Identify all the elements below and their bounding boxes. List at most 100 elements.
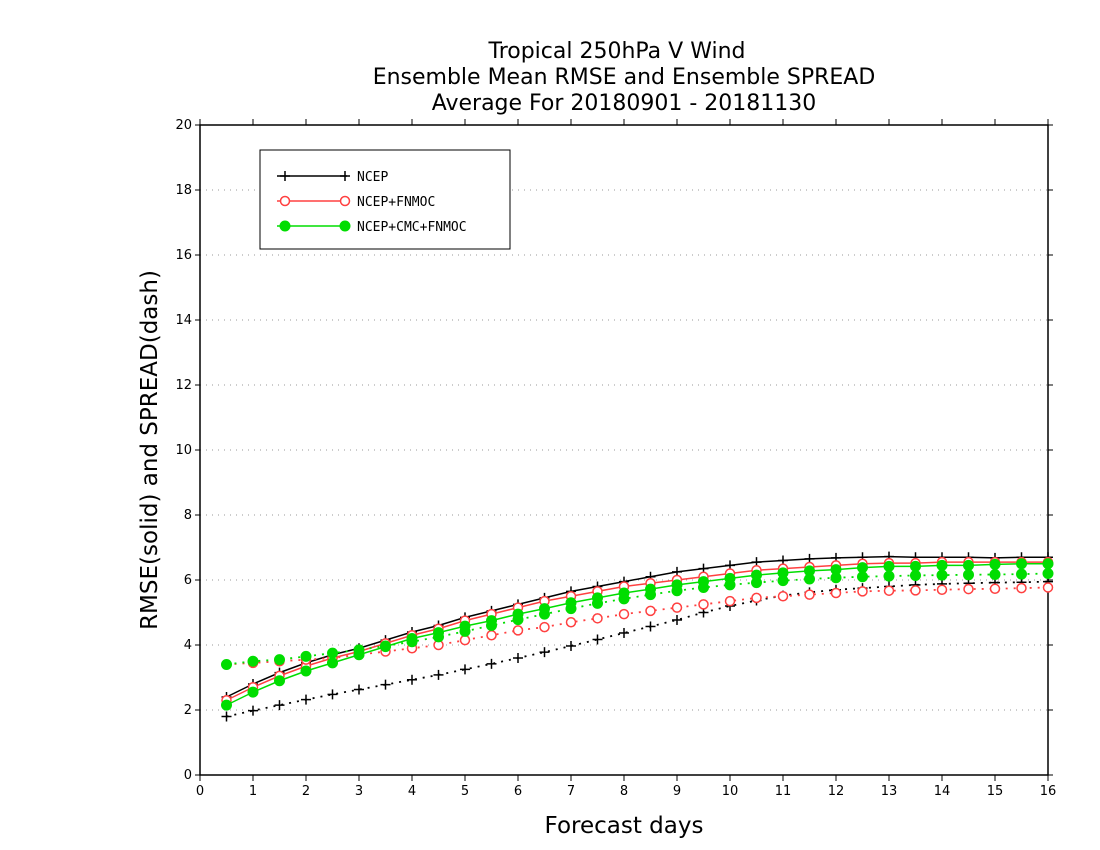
- spread-point-ncep: [274, 700, 285, 711]
- spread-point-ncep-fnmoc: [724, 595, 736, 607]
- x-tick-label: 2: [302, 784, 310, 799]
- rmse-point-ncep-cmc-fnmoc: [221, 699, 232, 711]
- x-tick-label: 3: [355, 784, 363, 799]
- spread-point-ncep-fnmoc: [671, 602, 683, 613]
- rmse-line-ncep-fnmoc: [226, 561, 1048, 701]
- spread-point-ncep-cmc-fnmoc: [221, 659, 232, 670]
- spread-point-ncep-fnmoc: [857, 586, 868, 597]
- x-tick-label: 14: [934, 784, 951, 799]
- legend-item-ncep-fnmoc: NCEP+FNMOC: [277, 195, 435, 210]
- title-line-3: Average For 20180901 - 20181130: [432, 91, 817, 116]
- x-tick-label: 10: [722, 784, 739, 799]
- series-group: [221, 551, 1054, 722]
- spread-point-ncep-fnmoc: [618, 608, 630, 620]
- spread-point-ncep: [566, 640, 576, 651]
- title-line-1: Tropical 250hPa V Wind: [487, 39, 745, 64]
- series-ncep: [221, 551, 1053, 722]
- rmse-point-ncep-cmc-fnmoc: [883, 560, 895, 572]
- spread-point-ncep-fnmoc: [592, 613, 603, 624]
- spread-point-ncep-cmc-fnmoc: [380, 640, 391, 652]
- x-tick-label: 1: [249, 784, 257, 799]
- spread-point-ncep-cmc-fnmoc: [300, 650, 312, 662]
- spread-point-ncep-fnmoc: [830, 587, 842, 599]
- spread-point-ncep-fnmoc: [751, 592, 762, 604]
- spread-point-ncep-fnmoc: [1016, 582, 1027, 594]
- spread-point-ncep-fnmoc: [459, 634, 471, 646]
- spread-point-ncep: [672, 614, 682, 625]
- y-tick-label: 14: [175, 313, 192, 328]
- spread-point-ncep-cmc-fnmoc: [1016, 568, 1027, 580]
- rmse-point-ncep-cmc-fnmoc: [910, 560, 921, 572]
- spread-line-ncep-fnmoc: [226, 586, 1049, 666]
- spread-point-ncep: [354, 684, 364, 695]
- spread-point-ncep-cmc-fnmoc: [724, 579, 736, 591]
- spread-point-ncep-cmc-fnmoc: [327, 647, 338, 659]
- spread-point-ncep-fnmoc: [883, 585, 895, 596]
- x-tick-label: 11: [775, 784, 792, 799]
- spread-point-ncep-cmc-fnmoc: [592, 597, 603, 609]
- spread-point-ncep-fnmoc: [645, 605, 656, 617]
- y-tick-label: 20: [175, 118, 192, 133]
- y-tick-label: 2: [184, 703, 192, 718]
- spread-point-ncep: [486, 658, 497, 669]
- y-tick-label: 8: [184, 508, 192, 523]
- spread-point-ncep-cmc-fnmoc: [274, 654, 285, 666]
- spread-point-ncep-cmc-fnmoc: [936, 569, 948, 581]
- x-tick-label: 8: [620, 784, 628, 799]
- spread-point-ncep-cmc-fnmoc: [247, 655, 259, 667]
- legend-marker-ncep-cmc-fnmoc: [339, 220, 351, 232]
- y-tick-label: 10: [175, 443, 192, 458]
- legend-box: [259, 149, 511, 250]
- spread-point-ncep: [380, 679, 391, 690]
- rmse-point-ncep-cmc-fnmoc: [327, 657, 338, 669]
- rmse-point-ncep-cmc-fnmoc: [936, 559, 948, 571]
- spread-point-ncep: [301, 694, 311, 705]
- rmse-point-ncep-cmc-fnmoc: [1016, 558, 1027, 570]
- spread-point-ncep: [433, 669, 444, 680]
- rmse-point-ncep-cmc-fnmoc: [247, 686, 259, 698]
- legend-item-ncep: NCEP: [277, 170, 388, 185]
- spread-point-ncep-cmc-fnmoc: [618, 593, 630, 605]
- spread-point-ncep-cmc-fnmoc: [963, 569, 974, 581]
- spread-point-ncep-fnmoc: [565, 617, 577, 628]
- legend-marker-ncep-fnmoc: [339, 195, 351, 207]
- spread-point-ncep-cmc-fnmoc: [512, 614, 524, 626]
- spread-point-ncep-fnmoc: [936, 584, 948, 595]
- x-tick-label: 6: [514, 784, 522, 799]
- chart-title: Tropical 250hPa V Wind Ensemble Mean RMS…: [373, 39, 876, 116]
- spread-point-ncep: [460, 664, 470, 675]
- spread-point-ncep: [327, 689, 338, 700]
- y-tick-label: 4: [184, 638, 192, 653]
- spread-point-ncep-fnmoc: [486, 630, 497, 641]
- rmse-point-ncep-cmc-fnmoc: [963, 559, 974, 571]
- y-tick-label: 12: [175, 378, 192, 393]
- spread-line-ncep: [226, 580, 1049, 718]
- spread-point-ncep-fnmoc: [777, 591, 789, 602]
- rmse-point-ncep-cmc-fnmoc: [300, 665, 312, 677]
- x-tick-label: 15: [987, 784, 1004, 799]
- rmse-point-ncep-cmc-fnmoc: [274, 675, 285, 687]
- spread-point-ncep: [407, 674, 417, 685]
- spread-point-ncep-cmc-fnmoc: [989, 568, 1001, 580]
- legend: NCEP NCEP+FNMOC NCEP+CMC+FNMOC: [259, 149, 511, 250]
- spread-point-ncep-fnmoc: [512, 625, 524, 636]
- spread-point-ncep-fnmoc: [539, 621, 550, 633]
- legend-marker-ncep: [340, 171, 350, 181]
- x-tick-label: 7: [567, 784, 575, 799]
- legend-label-ncep-fnmoc: NCEP+FNMOC: [357, 195, 435, 210]
- spread-point-ncep: [248, 705, 258, 716]
- spread-point-ncep-cmc-fnmoc: [671, 585, 683, 597]
- x-axis-label: Forecast days: [545, 813, 704, 839]
- title-line-2: Ensemble Mean RMSE and Ensemble SPREAD: [373, 65, 876, 90]
- spread-point-ncep-cmc-fnmoc: [910, 569, 921, 581]
- legend-marker-ncep-cmc-fnmoc: [279, 220, 291, 232]
- spread-point-ncep-cmc-fnmoc: [433, 631, 444, 643]
- rmse-line-ncep: [226, 555, 1048, 698]
- spread-point-ncep-fnmoc: [989, 583, 1001, 595]
- x-tick-label: 5: [461, 784, 469, 799]
- spread-point-ncep: [619, 627, 629, 638]
- x-tick-label: 13: [881, 784, 898, 799]
- spread-point-ncep-cmc-fnmoc: [883, 570, 895, 582]
- y-tick-label: 6: [184, 573, 192, 588]
